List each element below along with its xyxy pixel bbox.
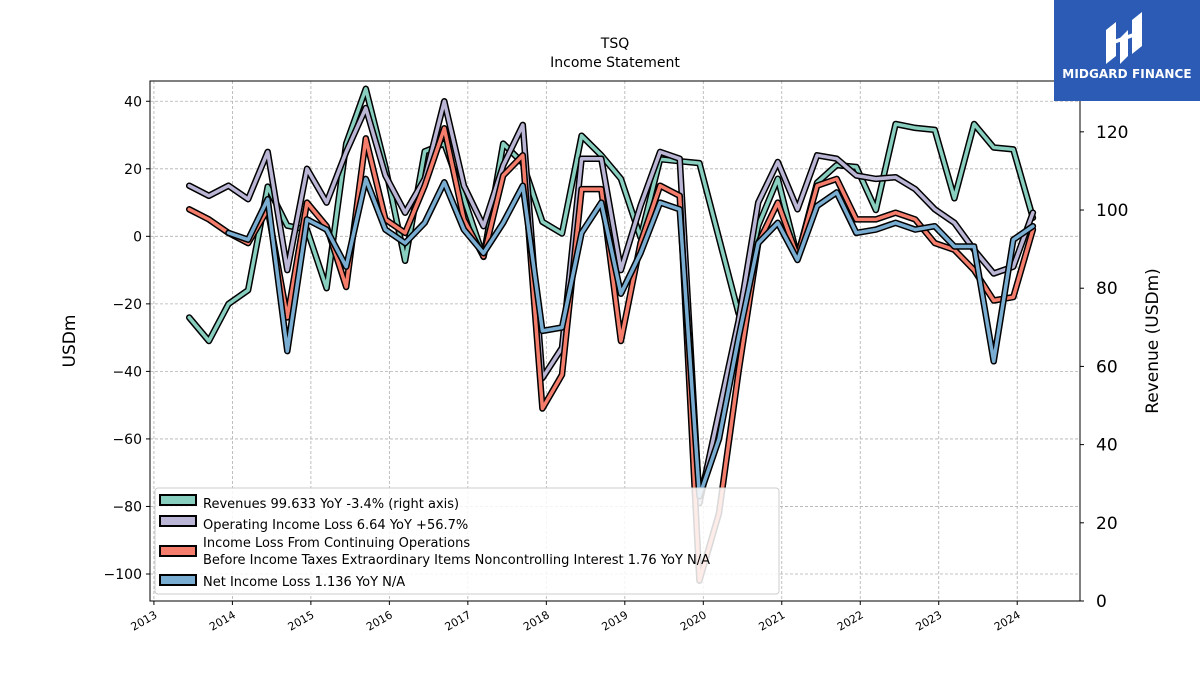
series-line [187,87,1035,343]
midgard-logo-icon [1106,12,1142,64]
x-tick-label: 2024 [992,608,1023,633]
y2-axis-label: Revenue (USDm) [1143,268,1163,414]
y-tick-label: −60 [112,432,142,448]
y-tick-label: 20 [124,162,142,178]
x-tick-label: 2023 [913,608,944,633]
legend-label: Net Income Loss 1.136 YoY N/A [203,575,405,590]
brand-logo: MIDGARD FINANCE [1054,0,1200,101]
y2-tick-label: 0 [1096,592,1107,612]
y2-tick-label: 120 [1096,123,1128,143]
series-1 [185,98,1037,507]
legend-entry: Net Income Loss 1.136 YoY N/A [159,574,405,590]
legend-label: Income Loss From Continuing Operations [203,536,470,551]
legend-entry: Operating Income Loss 6.64 YoY +56.7% [159,515,468,533]
right-axis-ticks: 0 20 40 60 80 100 120 [1080,123,1128,612]
legend-entry: Income Loss From Continuing Operations Be… [159,536,710,568]
legend-label: Operating Income Loss 6.64 YoY +56.7% [203,518,468,533]
y-tick-label: 0 [133,229,142,245]
y-tick-label: −100 [104,567,142,583]
y2-tick-label: 40 [1096,436,1118,456]
series-lines [185,85,1037,584]
x-tick-label: 2016 [364,608,395,633]
legend-box [154,487,780,595]
y2-tick-label: 60 [1096,357,1118,377]
x-tick-label: 2015 [286,608,317,633]
x-tick-label: 2014 [207,608,238,633]
logo-text: MIDGARD FINANCE [1062,67,1192,81]
x-tick-label: 2020 [678,608,709,633]
series-line-outline [225,175,1037,500]
x-tick-label: 2018 [521,608,552,633]
x-tick-label: 2019 [600,608,631,633]
legend-swatch [159,545,197,557]
x-axis-ticks: 2013 2014 2015 2016 2017 2018 2019 2020 2021 2022… [129,601,1023,634]
y-tick-label: 40 [124,94,142,110]
x-tick-label: 2013 [129,608,160,633]
legend-swatch [159,574,197,586]
y-axis-label: USDm [60,315,80,368]
chart-subtitle: Income Statement [550,55,680,71]
legend-swatch [159,515,197,527]
x-tick-label: 2017 [443,608,474,633]
legend-label: Revenues 99.633 YoY -3.4% (right axis) [203,497,459,512]
legend-swatch [159,494,197,506]
plot-frame [149,80,1081,602]
y2-tick-label: 100 [1096,201,1128,221]
x-tick-label: 2022 [835,608,866,633]
y2-tick-label: 20 [1096,514,1118,534]
series-0 [185,85,1037,345]
y-tick-label: −20 [112,297,142,313]
chart-title: TSQ [600,36,629,52]
series-line [226,177,1035,499]
x-tick-label: 2021 [757,608,788,633]
series-3 [225,175,1037,500]
legend: Revenues 99.633 YoY -3.4% (right axis) Op… [154,487,780,595]
legend-entry: Revenues 99.633 YoY -3.4% (right axis) [159,494,459,512]
y2-tick-label: 80 [1096,279,1118,299]
legend-label: Before Income Taxes Extraordinary Items … [203,553,710,568]
left-axis-ticks: 40 20 0 −20 −40 −60 −80 −100 [104,94,150,583]
y-tick-label: −80 [112,499,142,515]
y-tick-label: −40 [112,364,142,380]
series-line [187,99,1035,505]
series-line-outline [185,98,1037,507]
